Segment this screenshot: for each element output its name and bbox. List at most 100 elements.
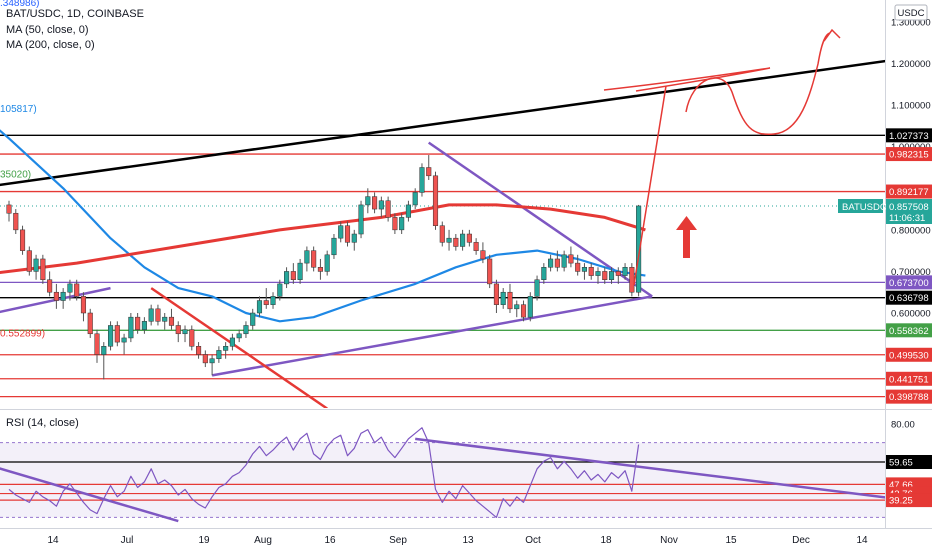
candle-body — [87, 312, 93, 335]
candle — [33, 254, 39, 280]
y-tick-label: 1.100000 — [891, 101, 931, 112]
candle-body — [378, 200, 384, 210]
currency-badge-text: USDC — [898, 8, 925, 19]
candle-body — [487, 258, 493, 285]
candle — [80, 292, 87, 322]
y-tick-label: 1.200000 — [891, 59, 931, 70]
candle — [101, 342, 107, 380]
candle-body — [19, 229, 26, 251]
candle-body — [175, 325, 181, 335]
candle-body — [338, 225, 344, 239]
candle — [507, 283, 513, 313]
candle-body — [196, 346, 202, 355]
candle-body — [405, 204, 411, 218]
x-tick-label: Dec — [792, 535, 810, 546]
candle-body — [385, 200, 391, 218]
candle-body — [480, 250, 486, 260]
candle-body — [324, 254, 330, 272]
candle — [480, 242, 486, 264]
candle-body — [602, 271, 608, 280]
candle-body — [561, 254, 567, 268]
candle-body — [33, 258, 39, 272]
rsi-line — [8, 427, 640, 519]
currency-badge[interactable] — [894, 4, 928, 21]
candle-body — [527, 296, 533, 318]
candle — [13, 209, 19, 235]
candle-body — [141, 321, 147, 330]
candle — [168, 308, 175, 330]
x-tick-label: 14 — [47, 535, 59, 546]
candle-body — [419, 167, 425, 193]
left-edge-value: 0.552899) — [0, 328, 45, 339]
candle — [19, 225, 26, 255]
candle-body — [588, 267, 594, 276]
x-tick-label: 15 — [725, 535, 737, 546]
candle — [196, 342, 202, 359]
candle — [209, 354, 215, 376]
price-axis[interactable]: 1.3000001.2000001.1000001.0000000.900000… — [891, 18, 931, 320]
candle — [162, 313, 168, 330]
candle — [514, 300, 520, 318]
candle-body — [229, 337, 235, 347]
level-tag-bg — [886, 323, 932, 338]
candle — [365, 188, 371, 214]
candle — [351, 229, 357, 251]
ma200-legend[interactable]: MA (200, close, 0) — [6, 39, 95, 51]
rsi-legend[interactable]: RSI (14, close) — [6, 417, 79, 429]
trend-line-wedge-lower — [211, 295, 653, 377]
rsi-level-tag-text: 47.66 — [889, 480, 913, 491]
candle — [324, 250, 330, 276]
candle-body — [514, 304, 520, 310]
x-tick-label: Nov — [660, 535, 678, 546]
candle-body — [223, 346, 229, 351]
candle — [595, 267, 601, 284]
candle-body — [317, 267, 323, 272]
candle — [602, 267, 608, 284]
annotations — [603, 28, 841, 286]
candle — [121, 333, 127, 355]
level-tag-bg — [886, 128, 932, 143]
level-tag-text: 1.027373 — [889, 131, 929, 142]
candle-body — [148, 308, 154, 322]
level-tag-bg — [886, 147, 932, 162]
candle — [243, 321, 249, 338]
candle — [331, 234, 337, 259]
candles — [6, 155, 642, 380]
candle — [520, 300, 527, 322]
candle — [426, 155, 432, 180]
candle-body — [277, 283, 283, 297]
rsi-level-tag-text: 39.25 — [889, 496, 913, 507]
candle — [87, 308, 93, 338]
candle — [466, 229, 472, 247]
main-pane[interactable] — [0, 0, 885, 408]
candle — [358, 200, 364, 239]
candle — [636, 204, 642, 297]
candle — [608, 267, 615, 284]
candle — [175, 321, 181, 343]
candle-body — [548, 258, 554, 268]
time-axis[interactable]: 14 Jul 19 Aug 16 Sep 13 Oct 18 Nov 15 Dec 14 — [47, 535, 868, 546]
candle — [317, 258, 323, 280]
candle — [487, 254, 493, 289]
y-tick-label: 0.800000 — [891, 225, 931, 236]
projection-line — [633, 85, 667, 286]
ma50-legend[interactable]: MA (50, close, 0) — [6, 24, 89, 36]
current-price-tag: BATUSDC 0.857508 11:06:31 — [838, 199, 932, 224]
level-tag-text: 0.499530 — [889, 350, 929, 361]
symbol-title: BAT/USDC, 1D, COINBASE — [6, 8, 144, 20]
candle-body — [26, 250, 32, 272]
candle-body — [60, 291, 66, 301]
candle-body — [202, 354, 208, 364]
level-tag-text: 0.982315 — [889, 150, 929, 161]
candle-body — [128, 316, 134, 339]
candle-body — [80, 296, 87, 314]
candle — [189, 325, 195, 351]
up-arrow-icon — [676, 216, 697, 258]
candle — [581, 263, 588, 280]
candle — [53, 283, 59, 309]
candle — [135, 313, 141, 334]
ticker-tag-text: BATUSDC — [842, 202, 887, 213]
moving-averages — [0, 129, 646, 323]
